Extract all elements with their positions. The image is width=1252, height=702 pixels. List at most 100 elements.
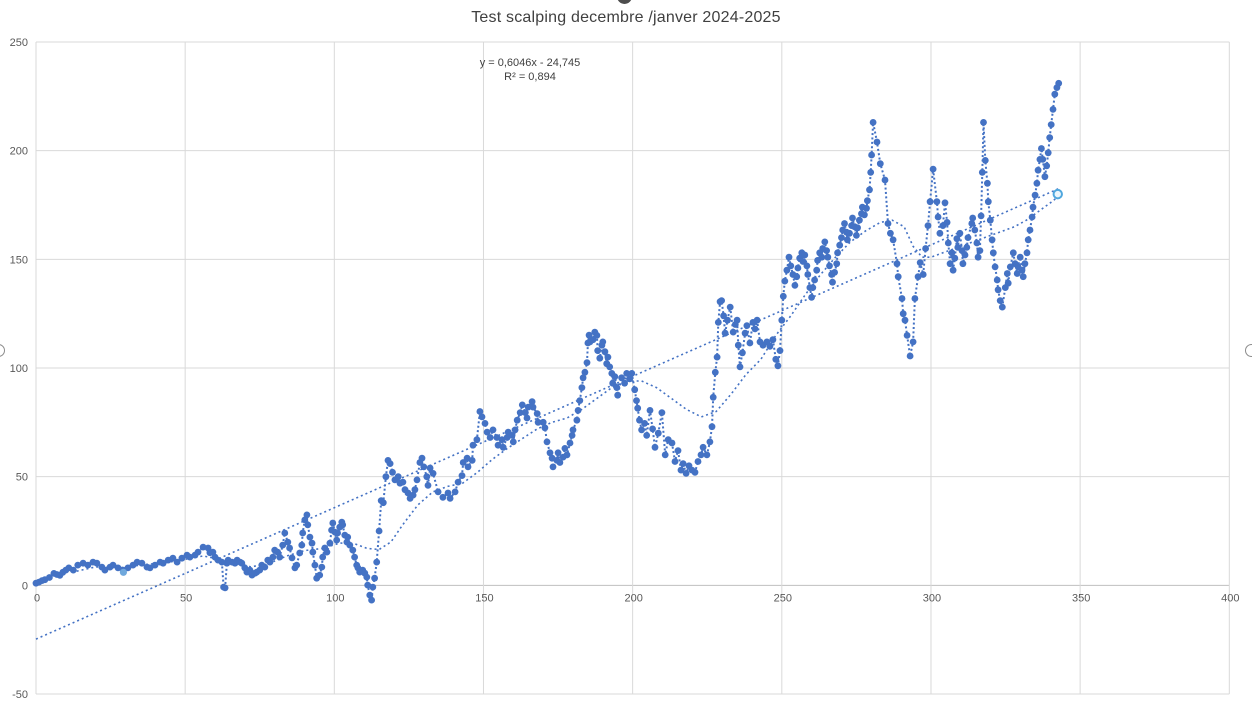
data-point-marker [993, 276, 1001, 284]
data-point-marker [1004, 279, 1012, 287]
data-point-marker [864, 197, 871, 205]
data-point-marker [411, 486, 419, 494]
data-point-marker [309, 548, 317, 556]
data-point-marker [953, 235, 961, 243]
data-point-marker [159, 559, 167, 567]
data-point-marker [720, 312, 727, 320]
data-point-marker [323, 548, 331, 556]
data-point-marker [894, 273, 902, 281]
data-point-marker [649, 425, 656, 433]
data-point-marker [483, 428, 491, 436]
data-point-marker [1013, 270, 1021, 277]
data-point-marker [344, 533, 352, 541]
data-point-marker [679, 460, 687, 467]
data-point-marker [733, 316, 741, 324]
data-point-marker [846, 229, 853, 237]
data-point-marker [833, 260, 841, 268]
data-point-marker [509, 438, 517, 446]
data-point-marker [458, 472, 466, 479]
data-point-marker [1055, 79, 1063, 87]
data-point-marker [711, 368, 719, 376]
data-point-marker [459, 459, 467, 466]
data-point-marker [424, 482, 432, 489]
data-point-marker [151, 561, 159, 569]
y-tick-label: 150 [10, 254, 28, 266]
data-point-marker [609, 379, 617, 387]
data-point-marker [691, 468, 699, 476]
data-point-marker [794, 264, 802, 272]
data-point-marker [554, 449, 562, 457]
data-point-marker [1051, 90, 1059, 98]
data-point-marker [743, 322, 751, 329]
data-point-marker [849, 214, 856, 222]
data-point-marker [868, 151, 875, 159]
data-point-marker [276, 553, 284, 561]
data-point-marker [984, 179, 991, 187]
data-point-marker [568, 432, 576, 439]
data-point-marker [329, 519, 337, 527]
data-point-marker [269, 553, 277, 561]
data-point-marker [876, 160, 884, 168]
main-data-series[interactable] [32, 79, 1063, 604]
data-point-marker [934, 213, 942, 221]
chart-selection-handle-right[interactable] [1245, 344, 1252, 357]
data-point-marker [373, 558, 381, 566]
linear-trendline[interactable] [35, 187, 1060, 640]
data-point-marker [266, 558, 274, 566]
data-point-marker [304, 521, 312, 529]
data-point-marker [654, 429, 662, 437]
y-tick-label: 200 [10, 146, 28, 158]
chart-title[interactable]: Test scalping decembre /janver 2024-2025 [471, 9, 781, 26]
data-point-marker [976, 247, 984, 255]
data-point-marker [658, 409, 666, 416]
data-point-marker [713, 353, 721, 361]
trendline-equation-label[interactable]: y = 0,6046x - 24,745 R² = 0,894 [430, 56, 630, 84]
data-point-marker [811, 276, 818, 284]
highlighted-point-marker[interactable] [119, 568, 128, 576]
forecast-endpoint-marker[interactable] [1052, 188, 1063, 200]
moving-average-trendline[interactable] [71, 194, 1060, 574]
data-point-marker [493, 434, 501, 441]
data-point-marker [991, 263, 999, 271]
data-point-marker [1029, 203, 1037, 211]
data-point-marker [783, 266, 791, 274]
data-point-marker [101, 566, 109, 574]
data-point-marker [1028, 213, 1036, 221]
x-tick-label: 100 [326, 592, 344, 604]
data-point-marker [854, 224, 861, 232]
data-point-marker [694, 458, 702, 465]
data-point-marker [404, 489, 412, 497]
data-point-marker [618, 374, 625, 382]
data-point-marker [998, 303, 1006, 311]
data-point-marker [824, 253, 832, 261]
data-point-marker [974, 253, 982, 261]
data-point-marker [709, 393, 717, 401]
data-point-marker [513, 416, 521, 424]
data-point-marker [856, 216, 863, 224]
data-point-marker [339, 521, 347, 529]
data-point-marker [585, 331, 593, 339]
data-point-marker [74, 561, 82, 569]
data-point-marker [1041, 173, 1049, 181]
data-point-marker [389, 468, 396, 476]
data-point-marker [581, 368, 589, 376]
data-point-marker [741, 329, 749, 337]
data-point-marker [708, 423, 716, 431]
x-tick-label: 150 [475, 592, 493, 604]
data-point-marker [463, 454, 471, 462]
data-point-marker [611, 373, 619, 381]
data-point-marker [318, 563, 326, 571]
chart-selection-handle-top[interactable] [617, 0, 632, 4]
data-point-marker [881, 176, 889, 184]
data-point-marker [69, 566, 77, 574]
data-point-marker [826, 262, 833, 270]
data-point-marker [766, 342, 774, 350]
data-point-marker [539, 418, 547, 426]
data-point-marker [697, 451, 705, 459]
data-point-marker [468, 457, 476, 464]
data-point-marker [959, 260, 967, 268]
data-point-marker [809, 284, 817, 291]
data-point-marker [971, 226, 979, 234]
data-point-marker [186, 553, 194, 561]
